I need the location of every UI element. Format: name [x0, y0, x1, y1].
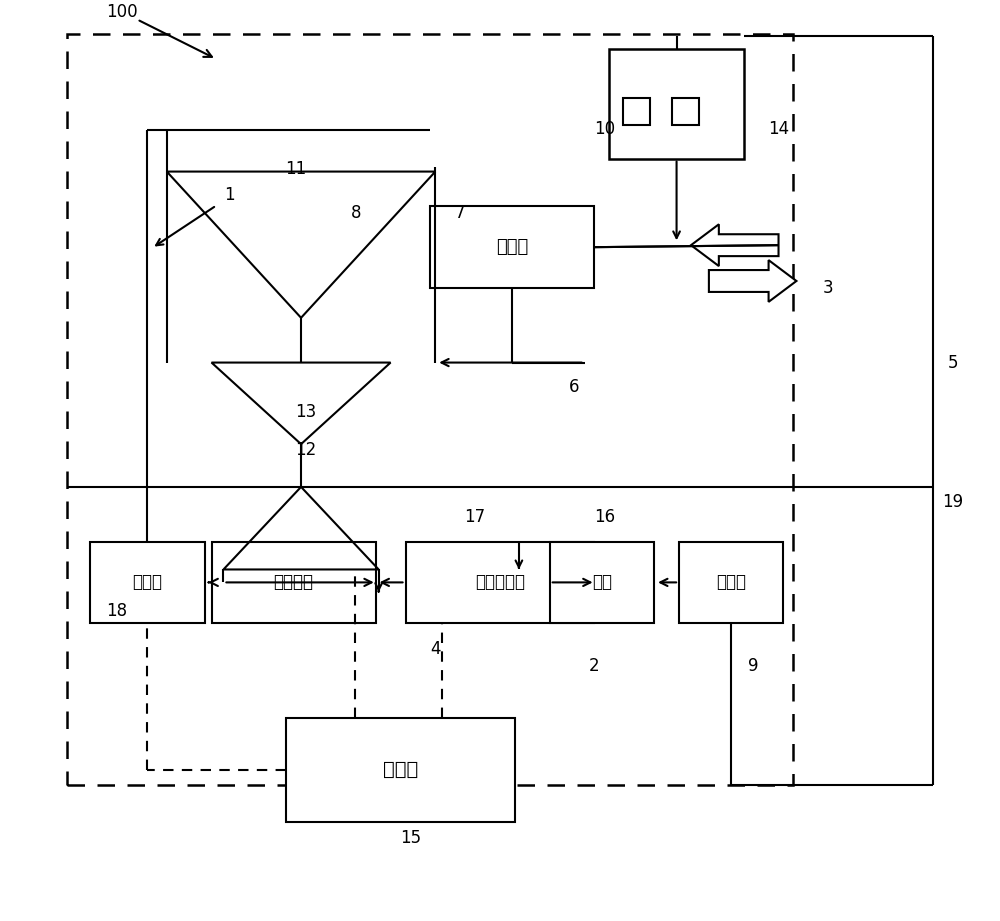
Text: 5: 5	[947, 354, 958, 371]
Text: 19: 19	[942, 493, 963, 511]
Text: 11: 11	[285, 159, 307, 178]
Text: 加热装置: 加热装置	[274, 574, 314, 591]
Text: 8: 8	[351, 204, 361, 222]
Text: 油泵: 油泵	[592, 574, 612, 591]
Bar	[212, 542, 376, 624]
Text: 100: 100	[106, 4, 138, 21]
Text: 4: 4	[430, 640, 441, 658]
Text: 循环泵: 循环泵	[132, 574, 162, 591]
Text: 3: 3	[823, 279, 834, 297]
Text: 2: 2	[589, 657, 600, 675]
Bar	[406, 542, 594, 624]
FancyArrow shape	[709, 260, 796, 302]
Bar	[623, 98, 650, 125]
Bar	[90, 542, 205, 624]
Text: 过滤器: 过滤器	[716, 574, 746, 591]
Text: 发动机: 发动机	[496, 239, 529, 256]
Text: 1: 1	[224, 186, 235, 204]
Text: 10: 10	[594, 120, 615, 138]
Text: 16: 16	[594, 507, 615, 526]
Bar	[672, 98, 699, 125]
Bar	[679, 542, 783, 624]
Text: 处理器: 处理器	[383, 761, 418, 779]
Text: 15: 15	[400, 829, 421, 847]
Bar	[550, 542, 654, 624]
FancyArrow shape	[691, 225, 779, 266]
Text: 油压控制阀: 油压控制阀	[475, 574, 525, 591]
Text: 6: 6	[569, 379, 580, 396]
Text: 14: 14	[768, 120, 789, 138]
Text: 13: 13	[295, 403, 317, 421]
Text: 7: 7	[455, 204, 465, 222]
Bar	[609, 49, 744, 158]
Bar	[67, 34, 793, 786]
Text: 17: 17	[465, 507, 486, 526]
Text: 18: 18	[106, 602, 128, 620]
Text: 12: 12	[295, 441, 317, 459]
Text: 9: 9	[748, 657, 759, 675]
Bar	[430, 206, 594, 288]
Bar	[286, 717, 515, 822]
